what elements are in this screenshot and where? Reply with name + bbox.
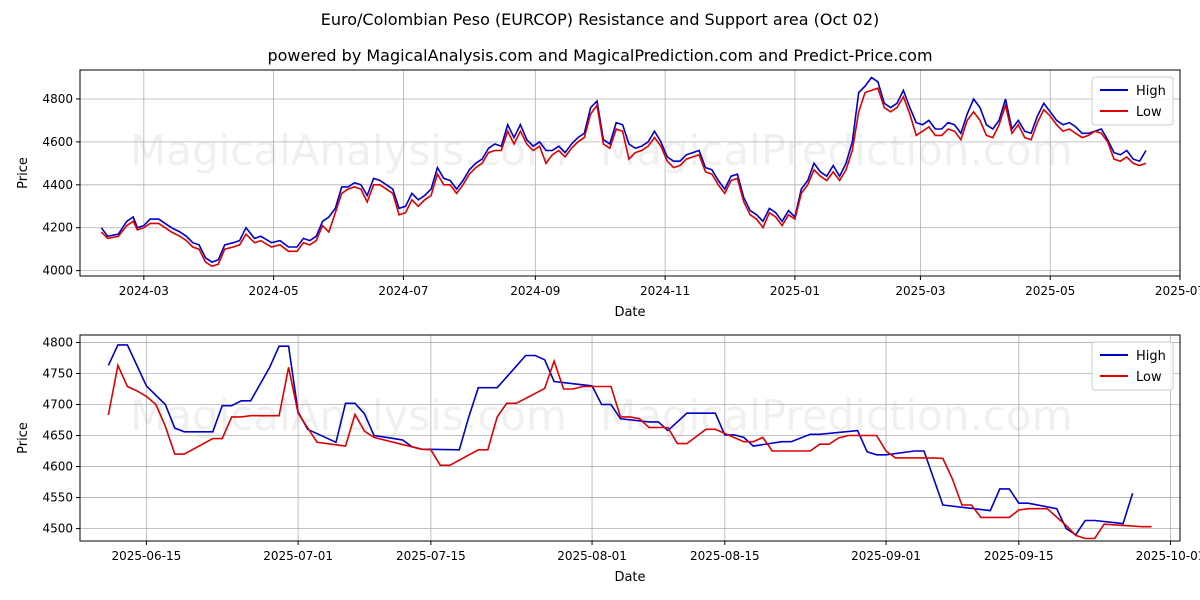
x-tick-label: 2024-09: [510, 284, 560, 298]
y-axis-label: Price: [16, 157, 31, 189]
x-tick-label: 2025-09-01: [851, 549, 921, 563]
x-tick-label: 2025-01: [770, 284, 820, 298]
chart-subtitle: powered by MagicalAnalysis.com and Magic…: [267, 46, 933, 65]
plot-frame: [79, 69, 1181, 277]
y-tick-label: 4800: [42, 92, 73, 106]
x-tick-label: 2024-11: [640, 284, 690, 298]
series-line-low: [100, 87, 1147, 268]
x-tick-label: 2025-07-01: [263, 549, 333, 563]
y-tick-label: 4600: [42, 460, 73, 474]
x-tick-label: 2025-05: [1025, 284, 1075, 298]
series-line-low: [107, 358, 1152, 540]
legend-label-low: Low: [1136, 105, 1162, 120]
y-tick-label: 4800: [42, 335, 73, 349]
y-tick-label: 4650: [42, 429, 73, 443]
legend-label-high: High: [1136, 84, 1166, 99]
legend-label-high: High: [1136, 349, 1166, 364]
y-tick-label: 4400: [42, 178, 73, 192]
y-tick-label: 4500: [42, 522, 73, 536]
y-tick-label: 4700: [42, 397, 73, 411]
x-tick-label: 2025-03: [895, 284, 945, 298]
x-tick-label: 2025-08-15: [690, 549, 760, 563]
x-axis-label: Date: [614, 570, 645, 585]
y-tick-label: 4200: [42, 221, 73, 235]
plot-frame: [79, 334, 1181, 542]
series-line-high: [100, 76, 1147, 263]
x-tick-label: 2025-10-01: [1136, 549, 1200, 563]
x-tick-label: 2025-09-15: [984, 549, 1054, 563]
y-tick-label: 4600: [42, 135, 73, 149]
chart-title: Euro/Colombian Peso (EURCOP) Resistance …: [320, 10, 880, 29]
legend-label-low: Low: [1136, 370, 1162, 385]
x-tick-label: 2025-08-01: [557, 549, 627, 563]
x-tick-label: 2024-07: [378, 284, 428, 298]
x-tick-label: 2024-03: [119, 284, 169, 298]
y-tick-label: 4550: [42, 491, 73, 505]
y-tick-label: 4000: [42, 264, 73, 278]
x-tick-label: 2025-06-15: [112, 549, 182, 563]
watermark-text: MagicalPrediction.com: [600, 391, 1073, 440]
x-tick-label: 2025-07-15: [396, 549, 466, 563]
x-axis-label: Date: [614, 305, 645, 320]
x-tick-label: 2025-07: [1155, 284, 1200, 298]
y-tick-label: 4750: [42, 366, 73, 380]
y-axis-label: Price: [16, 422, 31, 454]
x-tick-label: 2024-05: [249, 284, 299, 298]
watermark-text: MagicalPrediction.com: [600, 126, 1073, 175]
